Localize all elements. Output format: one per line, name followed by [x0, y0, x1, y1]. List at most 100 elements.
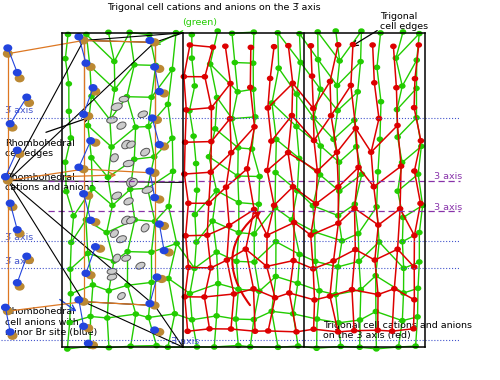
Ellipse shape	[110, 154, 118, 162]
Circle shape	[75, 164, 82, 170]
Circle shape	[251, 30, 256, 34]
Circle shape	[290, 81, 296, 86]
Circle shape	[80, 111, 88, 117]
Circle shape	[156, 221, 163, 227]
Circle shape	[148, 115, 156, 121]
Circle shape	[294, 189, 300, 193]
Circle shape	[4, 177, 12, 184]
Circle shape	[353, 126, 358, 130]
Circle shape	[264, 264, 270, 269]
Circle shape	[106, 289, 112, 293]
Circle shape	[416, 286, 420, 290]
Circle shape	[252, 115, 258, 119]
Circle shape	[340, 239, 344, 243]
Circle shape	[146, 33, 152, 37]
Circle shape	[250, 87, 256, 91]
Circle shape	[23, 94, 30, 100]
Circle shape	[152, 155, 157, 159]
Circle shape	[356, 165, 361, 169]
Circle shape	[334, 150, 340, 154]
Circle shape	[390, 329, 394, 333]
Circle shape	[194, 188, 200, 192]
Circle shape	[66, 109, 71, 113]
Circle shape	[376, 240, 382, 244]
Circle shape	[412, 77, 418, 81]
Circle shape	[84, 340, 92, 346]
Circle shape	[256, 202, 262, 206]
Circle shape	[64, 347, 70, 351]
Circle shape	[235, 90, 240, 94]
Circle shape	[166, 204, 172, 209]
Circle shape	[88, 344, 92, 348]
Circle shape	[352, 247, 358, 252]
Circle shape	[66, 32, 70, 36]
Circle shape	[108, 117, 112, 122]
Text: Trigonal
cell edges: Trigonal cell edges	[380, 12, 428, 32]
Ellipse shape	[124, 198, 133, 205]
Circle shape	[66, 82, 71, 86]
Ellipse shape	[112, 192, 122, 200]
Circle shape	[155, 65, 164, 72]
Circle shape	[216, 282, 221, 286]
Circle shape	[273, 274, 278, 279]
Circle shape	[104, 316, 110, 320]
Circle shape	[67, 320, 72, 325]
Circle shape	[182, 295, 188, 299]
Circle shape	[352, 202, 358, 206]
Circle shape	[191, 134, 196, 138]
Circle shape	[87, 217, 94, 223]
Circle shape	[181, 74, 186, 79]
Circle shape	[25, 256, 34, 263]
Circle shape	[398, 164, 404, 168]
Circle shape	[338, 344, 344, 348]
Text: Rhombohedral
cell edges: Rhombohedral cell edges	[6, 139, 75, 158]
Circle shape	[378, 31, 383, 35]
Circle shape	[248, 45, 254, 49]
Circle shape	[124, 95, 130, 99]
Circle shape	[86, 63, 95, 70]
Circle shape	[6, 200, 14, 206]
Circle shape	[269, 309, 274, 314]
Circle shape	[207, 327, 212, 331]
Text: Rhombohedral
cell anions with
minor Br site (blue): Rhombohedral cell anions with minor Br s…	[6, 307, 98, 337]
Circle shape	[87, 138, 94, 144]
Text: 3̅ axis: 3̅ axis	[6, 106, 34, 115]
Circle shape	[336, 185, 341, 189]
Circle shape	[214, 95, 220, 100]
Ellipse shape	[122, 255, 130, 261]
Circle shape	[208, 62, 213, 66]
Circle shape	[413, 344, 418, 348]
Circle shape	[230, 31, 234, 35]
Circle shape	[337, 59, 342, 63]
Circle shape	[256, 289, 262, 293]
Circle shape	[394, 56, 398, 60]
Circle shape	[336, 214, 340, 218]
Circle shape	[286, 150, 290, 155]
Circle shape	[160, 223, 168, 230]
Circle shape	[232, 60, 237, 65]
Circle shape	[335, 109, 340, 113]
Circle shape	[214, 314, 219, 318]
Circle shape	[192, 266, 197, 271]
Circle shape	[89, 342, 98, 348]
Circle shape	[375, 328, 380, 332]
Ellipse shape	[136, 262, 145, 269]
Circle shape	[214, 250, 220, 254]
Circle shape	[88, 64, 92, 68]
Circle shape	[266, 106, 270, 110]
Circle shape	[336, 43, 341, 47]
Circle shape	[149, 250, 154, 254]
Circle shape	[204, 233, 210, 237]
Circle shape	[186, 201, 191, 205]
Circle shape	[311, 116, 316, 120]
Circle shape	[414, 86, 419, 90]
Circle shape	[286, 291, 292, 295]
Circle shape	[80, 166, 88, 173]
Circle shape	[412, 265, 417, 269]
Circle shape	[149, 95, 154, 99]
Circle shape	[91, 88, 100, 95]
Circle shape	[374, 309, 378, 314]
Circle shape	[273, 171, 278, 175]
Ellipse shape	[140, 148, 149, 156]
Circle shape	[208, 139, 214, 144]
